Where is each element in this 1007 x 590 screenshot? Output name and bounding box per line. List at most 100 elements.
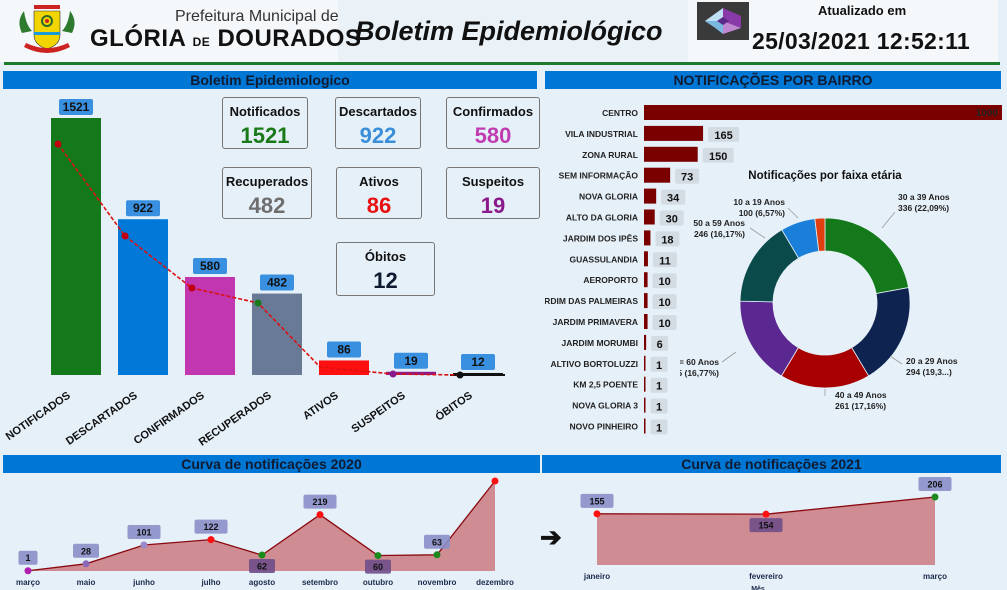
data-label-bg xyxy=(655,231,680,247)
data-point xyxy=(24,567,32,575)
data-label-bg xyxy=(424,534,450,549)
data-label-bg xyxy=(650,398,668,414)
bar xyxy=(185,276,235,375)
category-label: ÓBITOS xyxy=(433,389,475,424)
section-title-curva2021: Curva de notificações 2021 xyxy=(542,455,1001,473)
leader-line xyxy=(787,207,799,219)
slice-label: >= 60 Anos xyxy=(680,357,719,367)
bar xyxy=(319,360,369,375)
x-tick-label: julho xyxy=(200,578,220,587)
kpi-value: 580 xyxy=(474,123,512,148)
data-label: 150 xyxy=(709,151,727,163)
data-label: 30 xyxy=(666,214,678,226)
page-title: Boletim Epidemiológico xyxy=(355,16,663,46)
data-label: 1000 xyxy=(976,108,999,119)
curva-2021-area-chart: 155 janeiro 154 fevereiro 206 março Mês xyxy=(580,477,952,590)
x-tick-label: março xyxy=(923,572,947,581)
category-label: DESCARTADOS xyxy=(64,390,140,448)
category-label: KM 2,5 POENTE xyxy=(573,380,638,390)
leader-line xyxy=(889,355,903,365)
x-tick-label: dezembro xyxy=(476,578,514,587)
bar xyxy=(644,397,646,413)
category-label: GUASSULANDIA xyxy=(570,254,638,264)
kpi-value: 12 xyxy=(373,268,398,293)
leader-line xyxy=(749,227,766,239)
data-label: 28 xyxy=(81,546,91,556)
kpi-value: 482 xyxy=(248,193,286,218)
kpi-label: Suspeitos xyxy=(461,174,525,189)
data-label-bg xyxy=(650,419,668,435)
category-label: JARDIM PRIMAVERA xyxy=(553,317,638,327)
data-label-bg xyxy=(303,494,337,509)
data-label: 6 xyxy=(657,339,663,351)
data-label-bg xyxy=(918,477,952,491)
slice-value: 100 (6,57%) xyxy=(739,208,785,218)
category-label: JARDIM DAS PALMEIRAS xyxy=(545,296,638,306)
category-label: AEROPORTO xyxy=(583,275,638,285)
data-label: 206 xyxy=(927,480,942,490)
data-point xyxy=(491,477,499,485)
data-point xyxy=(931,493,939,501)
bar xyxy=(644,188,657,204)
data-label: 1 xyxy=(656,360,662,372)
slice-value: 336 (22,09%) xyxy=(898,203,949,213)
boletim-bar-chart: 1521NOTIFICADOS922DESCARTADOS580CONFIRMA… xyxy=(4,99,505,449)
kpi-label: Recuperados xyxy=(225,174,309,189)
bar xyxy=(453,372,503,375)
category-label: RECUPERADOS xyxy=(197,390,274,449)
kpi-value: 1521 xyxy=(240,123,290,148)
slice-value: 255 (16,77%) xyxy=(680,368,719,378)
org-name-line2: GLÓRIA DE DOURADOS xyxy=(90,25,361,53)
slice-value: 294 (19,3...) xyxy=(906,367,952,377)
slice-value: 246 (16,17%) xyxy=(694,229,745,239)
data-label: 10 xyxy=(658,276,670,288)
x-tick-label: fevereiro xyxy=(749,572,783,581)
kpi-label: Óbitos xyxy=(364,249,407,264)
powerbi-cube-icon xyxy=(697,2,749,40)
trend-point xyxy=(254,299,262,307)
kpi-label: Notificados xyxy=(229,104,301,119)
leader-line xyxy=(881,211,896,229)
data-label-bg xyxy=(661,189,686,205)
category-label: JARDIM DOS IPÊS xyxy=(563,232,638,243)
data-label-bg xyxy=(18,550,38,565)
data-label: 18 xyxy=(661,234,673,246)
data-label: 1 xyxy=(656,381,662,393)
bar xyxy=(118,219,168,375)
kpi-value: 19 xyxy=(480,193,506,218)
data-point xyxy=(207,536,215,544)
org-name-part: DOURADOS xyxy=(210,25,362,52)
data-label-bg xyxy=(580,493,614,508)
data-label: 1 xyxy=(656,423,662,435)
bar xyxy=(644,314,648,329)
data-label-bg xyxy=(702,147,734,163)
category-label: JARDIM MORUMBI xyxy=(562,338,639,348)
slice-label: 50 a 59 Anos xyxy=(693,218,745,228)
bar xyxy=(644,146,698,162)
data-label: 10 xyxy=(658,318,670,330)
kpi-label: Ativos xyxy=(359,174,399,189)
org-name-line1: Prefeitura Municipal de xyxy=(175,8,339,25)
header-title-panel xyxy=(338,0,688,62)
data-label: 11 xyxy=(659,255,671,267)
data-label-bg xyxy=(194,519,228,534)
data-point xyxy=(140,541,148,549)
data-label: 580 xyxy=(200,259,220,273)
slice-label: 10 a 19 Anos xyxy=(733,197,785,207)
org-name-part: GLÓRIA xyxy=(90,25,193,52)
data-label-bg xyxy=(193,257,227,274)
x-tick-label: agosto xyxy=(249,578,275,587)
kpi-label: Confirmados xyxy=(452,104,534,119)
header-divider xyxy=(4,62,1000,65)
data-label: 62 xyxy=(257,562,267,572)
category-label: NOVA GLORIA xyxy=(579,192,638,202)
kpi-label: Descartados xyxy=(338,104,418,119)
data-label-bg xyxy=(249,559,275,574)
category-label: NOVO PINHEIRO xyxy=(570,422,639,432)
category-label: ZONA RURAL xyxy=(582,150,638,160)
updated-label: Atualizado em xyxy=(818,3,907,18)
area-fill xyxy=(28,481,495,571)
data-label-bg xyxy=(749,518,783,533)
